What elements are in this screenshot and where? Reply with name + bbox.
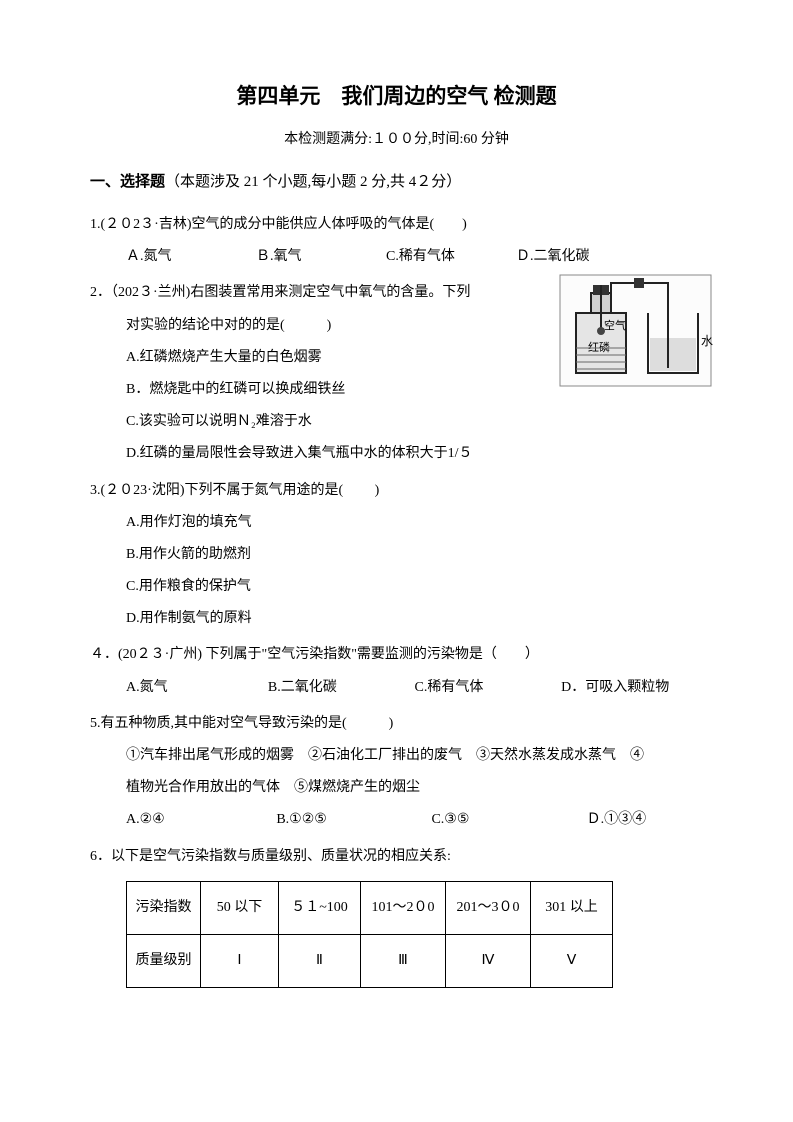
- experiment-diagram: 空气 红磷 水: [558, 273, 713, 388]
- svg-text:水: 水: [701, 334, 713, 348]
- table-cell: Ⅱ: [279, 934, 361, 987]
- q4-opt-b: B.二氧化碳: [268, 672, 415, 704]
- q5-opt-d: Ｄ.①③④: [587, 804, 703, 836]
- q1-stem: 1.(２０2３·吉林)空气的成分中能供应人体呼吸的气体是( ): [90, 209, 703, 241]
- q2-opt-d: D.红磷的量局限性会导致进入集气瓶中水的体积大于1/５: [90, 438, 703, 470]
- question-3: 3.(２０23·沈阳)下列不属于氮气用途的是( ) A.用作灯泡的填充气 B.用…: [90, 475, 703, 636]
- section-1-bold: 一、选择题: [90, 174, 165, 190]
- q4-opt-a: A.氮气: [126, 672, 268, 704]
- q6-stem: 6．以下是空气污染指数与质量级别、质量状况的相应关系:: [90, 841, 703, 873]
- q3-opt-a: A.用作灯泡的填充气: [90, 507, 703, 539]
- q4-options: A.氮气 B.二氧化碳 C.稀有气体 D．可吸入颗粒物: [90, 672, 703, 704]
- q1-opt-a: Ａ.氮气: [126, 241, 256, 273]
- q5-stem: 5.有五种物质,其中能对空气导致污染的是( ): [90, 708, 703, 740]
- table-cell: 101～2０0: [361, 881, 446, 934]
- table-cell: 50 以下: [201, 881, 279, 934]
- table-cell: Ⅳ: [446, 934, 531, 987]
- q5-line3: 植物光合作用放出的气体 ⑤煤燃烧产生的烟尘: [90, 772, 703, 804]
- svg-text:空气: 空气: [604, 318, 626, 332]
- q5-line2: ①汽车排出尾气形成的烟雾 ②石油化工厂排出的废气 ③天然水蒸发成水蒸气 ④: [90, 740, 703, 772]
- table-row: 污染指数 50 以下 ５１~100 101～2０0 201～3０0 301 以上: [127, 881, 613, 934]
- q3-stem: 3.(２０23·沈阳)下列不属于氮气用途的是( ): [90, 475, 703, 507]
- table-cell: Ⅰ: [201, 934, 279, 987]
- table-cell: 201～3０0: [446, 881, 531, 934]
- table-cell: ５１~100: [279, 881, 361, 934]
- q4-stem: ４．(20２３·广州) 下列属于"空气污染指数"需要监测的污染物是（ ）: [90, 639, 703, 671]
- section-1-header: 一、选择题（本题涉及 21 个小题,每小题 2 分,共 4２分）: [90, 170, 703, 191]
- apparatus-icon: 空气 红磷 水: [558, 273, 713, 388]
- q1-options: Ａ.氮气 Ｂ.氧气 C.稀有气体 Ｄ.二氧化碳: [90, 241, 703, 273]
- q5-opt-b: B.①②⑤: [276, 804, 431, 836]
- question-5: 5.有五种物质,其中能对空气导致污染的是( ) ①汽车排出尾气形成的烟雾 ②石油…: [90, 708, 703, 837]
- question-2: 空气 红磷 水 2．（202３·兰州)右图装置常用来测定空气中氧气的含量。下列 …: [90, 277, 703, 470]
- question-6: 6．以下是空气污染指数与质量级别、质量状况的相应关系: 污染指数 50 以下 ５…: [90, 841, 703, 989]
- q1-opt-c: C.稀有气体: [386, 241, 516, 273]
- q4-opt-d: D．可吸入颗粒物: [561, 672, 703, 704]
- q6-table-wrap: 污染指数 50 以下 ５１~100 101～2０0 201～3０0 301 以上…: [90, 881, 703, 988]
- pollution-index-table: 污染指数 50 以下 ５１~100 101～2０0 201～3０0 301 以上…: [126, 881, 613, 988]
- table-cell: Ⅲ: [361, 934, 446, 987]
- q4-opt-c: C.稀有气体: [415, 672, 562, 704]
- question-1: 1.(２０2３·吉林)空气的成分中能供应人体呼吸的气体是( ) Ａ.氮气 Ｂ.氧…: [90, 209, 703, 273]
- q2-opt-c: C.该实验可以说明Ｎ₂难溶于水: [90, 406, 703, 438]
- table-cell: 污染指数: [127, 881, 201, 934]
- q3-opt-b: B.用作火箭的助燃剂: [90, 539, 703, 571]
- q5-options: A.②④ B.①②⑤ C.③⑤ Ｄ.①③④: [90, 804, 703, 836]
- question-4: ４．(20２３·广州) 下列属于"空气污染指数"需要监测的污染物是（ ） A.氮…: [90, 639, 703, 703]
- q1-opt-d: Ｄ.二氧化碳: [516, 241, 646, 273]
- page-subtitle: 本检测题满分:１００分,时间:60 分钟: [90, 128, 703, 148]
- table-cell: 301 以上: [531, 881, 613, 934]
- section-1-rest: （本题涉及 21 个小题,每小题 2 分,共 4２分）: [165, 174, 461, 190]
- q3-opt-d: D.用作制氨气的原料: [90, 603, 703, 635]
- q5-opt-c: C.③⑤: [431, 804, 586, 836]
- q1-opt-b: Ｂ.氧气: [256, 241, 386, 273]
- q3-opt-c: C.用作粮食的保护气: [90, 571, 703, 603]
- table-cell: Ⅴ: [531, 934, 613, 987]
- table-row: 质量级别 Ⅰ Ⅱ Ⅲ Ⅳ Ⅴ: [127, 934, 613, 987]
- page-title: 第四单元 我们周边的空气 检测题: [90, 80, 703, 110]
- q5-opt-a: A.②④: [126, 804, 276, 836]
- table-cell: 质量级别: [127, 934, 201, 987]
